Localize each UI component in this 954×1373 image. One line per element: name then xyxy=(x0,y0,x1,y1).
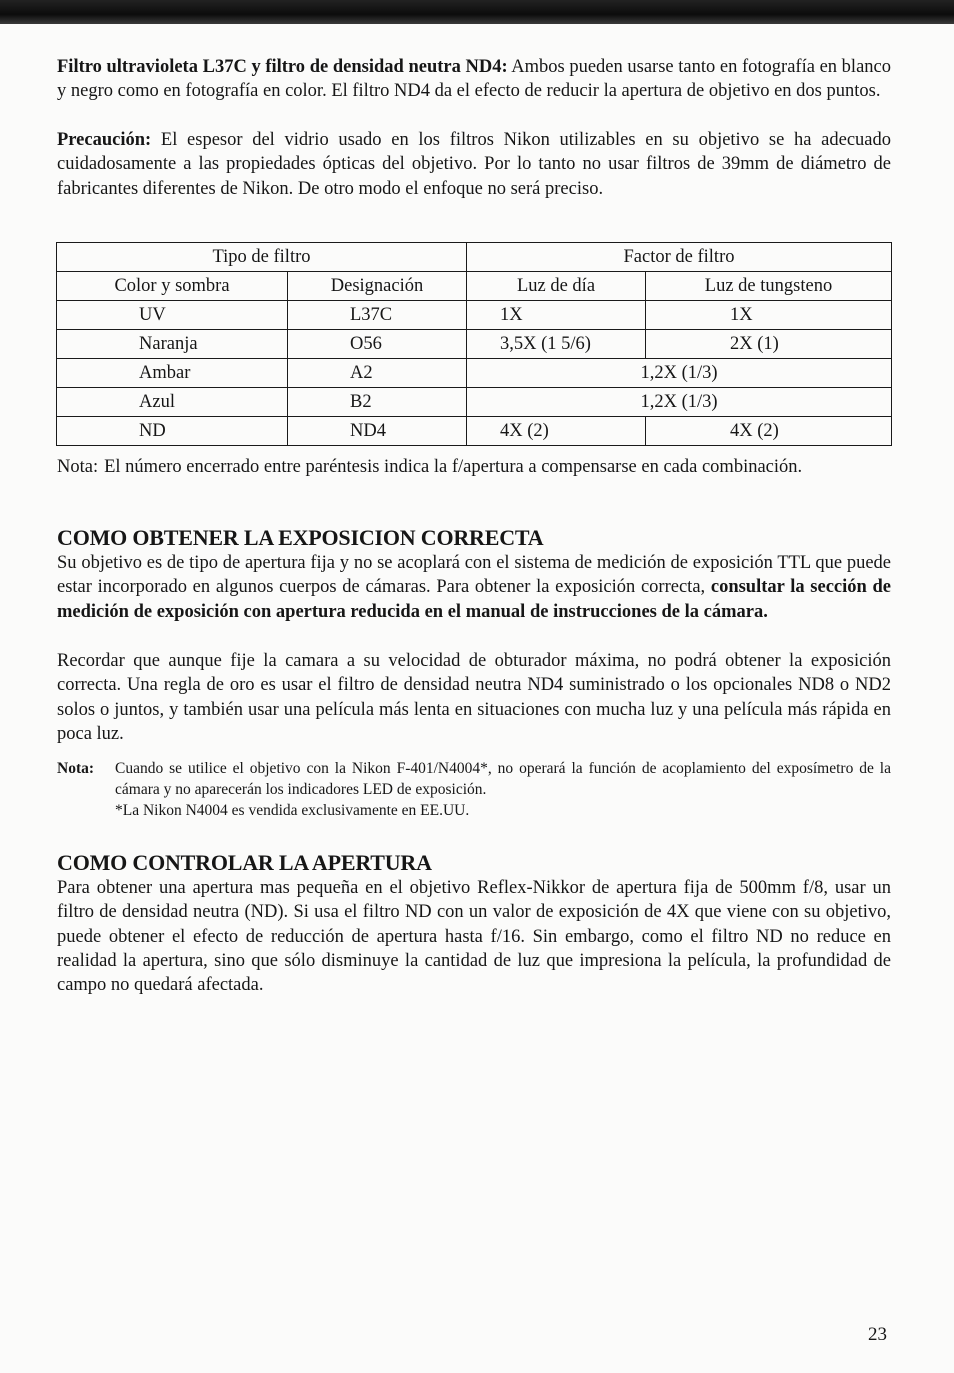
cell: Ambar xyxy=(56,358,288,388)
filter-paragraph: Filtro ultravioleta L37C y filtro de den… xyxy=(57,55,891,104)
note-text: Cuando se utilice el objetivo con la Nik… xyxy=(115,760,891,798)
caution-text: El espesor del vidrio usado en los filtr… xyxy=(57,130,891,199)
table-row: Naranja O56 3,5X (1 5/6) 2X (1) xyxy=(56,329,892,359)
caution-label: Precaución: xyxy=(57,130,152,150)
cell: UV xyxy=(56,300,288,330)
cell: A2 xyxy=(287,358,467,388)
header-tungsteno: Luz de tungsteno xyxy=(645,271,892,301)
cell: 1X xyxy=(645,300,892,330)
cell: L37C xyxy=(287,300,467,330)
table-row: Ambar A2 1,2X (1/3) xyxy=(56,358,892,388)
cell: 1,2X (1/3) xyxy=(466,387,892,417)
cell: B2 xyxy=(287,387,467,417)
header-dia: Luz de día xyxy=(466,271,646,301)
table-row: UV L37C 1X 1X xyxy=(56,300,892,330)
page-number: 23 xyxy=(868,1324,887,1345)
exposicion-paragraph-2: Recordar que aunque fije la camara a su … xyxy=(57,651,891,744)
exposicion-note: Nota: Cuando se utilice el objetivo con … xyxy=(57,758,891,821)
cell: 2X (1) xyxy=(645,329,892,359)
cell: ND xyxy=(56,416,288,446)
header-designacion: Designación xyxy=(287,271,467,301)
cell: 4X (2) xyxy=(466,416,646,446)
cell: 1,2X (1/3) xyxy=(466,358,892,388)
table-group-header: Tipo de filtro Factor de filtro xyxy=(56,242,892,272)
filter-table: Tipo de filtro Factor de filtro Color y … xyxy=(56,242,892,446)
section-title-exposicion: COMO OBTENER LA EXPOSICION CORRECTA xyxy=(57,525,544,550)
cell: 1X xyxy=(466,300,646,330)
table-note: Nota: El número encerrado entre paréntes… xyxy=(57,455,891,479)
cell: Azul xyxy=(56,387,288,417)
cell: 4X (2) xyxy=(645,416,892,446)
table-note-text: El número encerrado entre paréntesis ind… xyxy=(104,457,803,477)
exposicion-bold-text: consultar la sección de medición de expo… xyxy=(57,577,891,622)
exposicion-text: Su objetivo es de tipo de apertura fija … xyxy=(57,553,891,598)
header-color: Color y sombra xyxy=(56,271,288,301)
filter-text: Ambos pueden usarse tanto en fotografía … xyxy=(57,57,891,102)
header-tipo: Tipo de filtro xyxy=(56,242,467,272)
section-title-apertura: COMO CONTROLAR LA APERTURA xyxy=(57,850,432,875)
filter-heading: Filtro ultravioleta L37C y filtro de den… xyxy=(57,57,508,77)
table-row: ND ND4 4X (2) 4X (2) xyxy=(56,416,892,446)
caution-paragraph: Precaución: El espesor del vidrio usado … xyxy=(57,128,891,201)
cell: 3,5X (1 5/6) xyxy=(466,329,646,359)
cell: ND4 xyxy=(287,416,467,446)
note-footnote: *La Nikon N4004 es vendida exclusivament… xyxy=(115,802,470,819)
header-factor: Factor de filtro xyxy=(466,242,892,272)
table-header: Color y sombra Designación Luz de día Lu… xyxy=(56,271,892,301)
scan-edge-bar xyxy=(0,0,954,24)
cell: O56 xyxy=(287,329,467,359)
note-label: Nota: xyxy=(57,760,95,777)
table-note-label: Nota: xyxy=(57,457,99,477)
exposicion-paragraph-1: Su objetivo es de tipo de apertura fija … xyxy=(57,551,891,624)
apertura-paragraph: Para obtener una apertura mas pequeña en… xyxy=(57,878,891,996)
cell: Naranja xyxy=(56,329,288,359)
table-row: Azul B2 1,2X (1/3) xyxy=(56,387,892,417)
